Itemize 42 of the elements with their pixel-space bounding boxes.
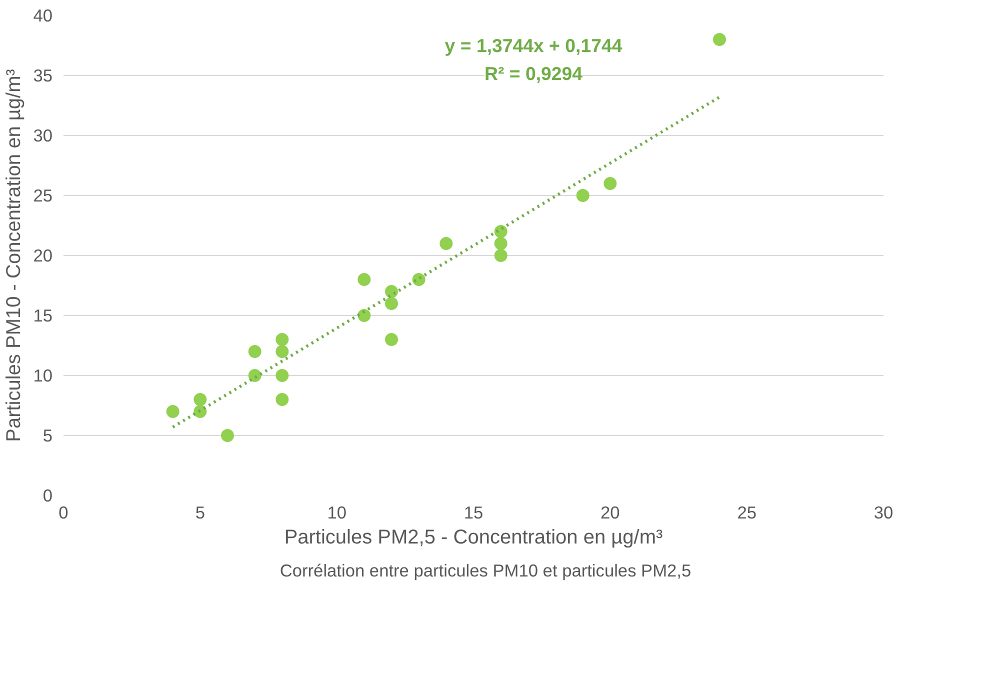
point (713, 33, 726, 46)
point (358, 273, 371, 286)
y-tick-label: 10 (33, 366, 53, 386)
point (494, 237, 508, 250)
x-tick-label: 5 (195, 502, 205, 522)
point (166, 405, 180, 418)
point (440, 237, 453, 250)
y-tick-label: 35 (33, 66, 53, 86)
point (358, 309, 371, 322)
point (248, 345, 262, 358)
x-tick-label: 25 (737, 502, 756, 522)
point (276, 345, 289, 358)
point (494, 249, 508, 262)
point (276, 393, 289, 406)
x-tick-label: 15 (464, 502, 484, 522)
y-axis-title: Particules PM10 - Concentration en µg/m³ (3, 68, 26, 442)
point (604, 177, 617, 190)
y-tick-label: 5 (42, 426, 53, 446)
point (194, 393, 207, 406)
annotation: y = 1,3744x + 0,1744 (444, 35, 623, 56)
y-tick-label: 30 (33, 126, 53, 146)
x-tick-label: 0 (58, 502, 68, 522)
point (385, 285, 398, 298)
text: Corrélation entre particules PM10 et particules PM2,5 (280, 560, 692, 582)
x-tick-label: 10 (327, 502, 346, 522)
point (385, 297, 398, 310)
annotation: R² = 0,9294 (484, 63, 584, 84)
y-tick-label: 20 (33, 246, 53, 266)
point (385, 333, 398, 346)
x-axis-title: Particules PM2,5 - Concentration en µg/m³ (284, 526, 664, 548)
point (276, 333, 289, 346)
point (194, 405, 207, 418)
y-tick-label: 15 (33, 306, 53, 326)
point (276, 369, 289, 382)
point (248, 369, 262, 382)
point (221, 429, 234, 442)
y-tick-label: 0 (42, 486, 53, 506)
point (576, 189, 590, 202)
y-tick-label: 25 (33, 186, 53, 206)
y-tick-label: 40 (33, 6, 53, 26)
x-tick-label: 20 (600, 502, 620, 522)
x-tick-label: 30 (874, 502, 894, 522)
